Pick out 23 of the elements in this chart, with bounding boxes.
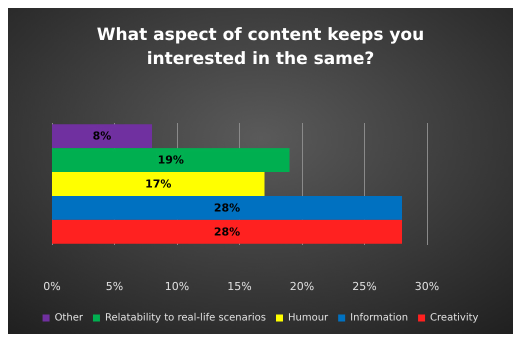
data-label: 28% [214, 225, 240, 238]
x-tick-label: 15% [227, 280, 252, 293]
x-tick-label: 0% [43, 280, 61, 293]
data-label: 19% [158, 154, 184, 167]
data-label: 28% [214, 201, 240, 214]
bar [52, 148, 290, 172]
legend-label: Information [350, 312, 408, 324]
bar [52, 124, 152, 148]
x-tick-label: 25% [352, 280, 377, 293]
legend-label: Creativity [430, 312, 479, 324]
data-label: 17% [145, 178, 172, 190]
x-tick-label: 5% [106, 280, 124, 293]
x-tick-label: 30% [414, 280, 440, 293]
bar [52, 172, 264, 196]
data-label: 8% [92, 130, 112, 143]
chart-title: What aspect of content keeps you interested in the same? [96, 25, 424, 69]
legend-label: Other [54, 312, 84, 324]
legend-label: Relatability to real-life scenarios [104, 312, 266, 324]
x-tick-label: 20% [290, 280, 314, 293]
bar [52, 196, 402, 220]
bar [52, 220, 402, 244]
legend-label: Humour [288, 312, 330, 324]
x-tick-label: 10% [164, 280, 190, 293]
